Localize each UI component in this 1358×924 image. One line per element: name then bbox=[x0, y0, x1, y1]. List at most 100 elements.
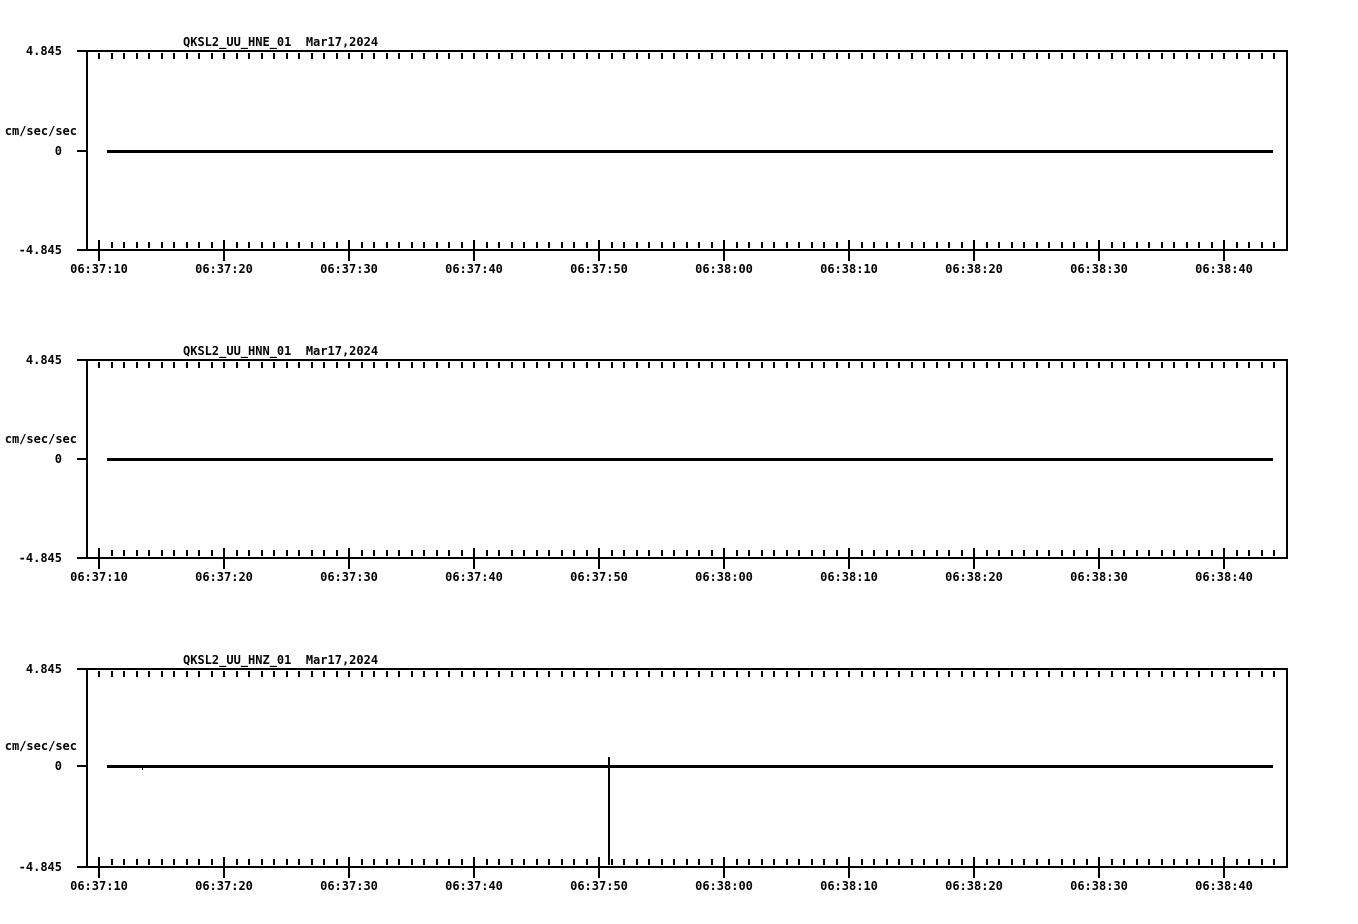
x-tick-label: 06:37:40 bbox=[445, 570, 503, 584]
x-minor-tick-top bbox=[1048, 53, 1050, 59]
x-minor-tick-bottom bbox=[810, 242, 813, 248]
x-minor-tick-bottom bbox=[1110, 859, 1113, 865]
x-minor-tick-top bbox=[485, 53, 488, 59]
x-minor-tick-top bbox=[948, 53, 950, 59]
x-minor-tick-top bbox=[135, 362, 138, 368]
x-minor-tick-top bbox=[1248, 362, 1250, 368]
x-minor-tick-bottom bbox=[323, 859, 325, 865]
x-minor-tick-top bbox=[598, 671, 600, 677]
x-minor-tick-top bbox=[1123, 671, 1125, 677]
x-minor-tick-bottom bbox=[1035, 550, 1038, 556]
x-minor-tick-top bbox=[735, 362, 738, 368]
x-minor-tick-bottom bbox=[898, 550, 900, 556]
x-minor-tick-bottom bbox=[485, 242, 488, 248]
x-minor-tick-bottom bbox=[985, 550, 988, 556]
x-minor-tick-top bbox=[748, 53, 750, 59]
x-minor-tick-bottom bbox=[398, 859, 400, 865]
x-minor-tick-bottom bbox=[198, 550, 200, 556]
x-minor-tick-bottom bbox=[1185, 859, 1188, 865]
x-minor-tick-top bbox=[285, 53, 288, 59]
x-minor-tick-top bbox=[360, 671, 363, 677]
x-minor-tick-bottom bbox=[1235, 242, 1238, 248]
plot-frame bbox=[86, 359, 1288, 559]
x-minor-tick-top bbox=[1110, 53, 1113, 59]
x-minor-tick-top bbox=[998, 671, 1000, 677]
x-major-tick bbox=[723, 548, 725, 569]
x-minor-tick-bottom bbox=[398, 242, 400, 248]
x-minor-tick-top bbox=[323, 362, 325, 368]
x-minor-tick-top bbox=[1185, 671, 1188, 677]
x-minor-tick-top bbox=[673, 362, 675, 368]
x-minor-tick-top bbox=[1210, 53, 1213, 59]
x-minor-tick-top bbox=[398, 671, 400, 677]
x-minor-tick-bottom bbox=[260, 550, 263, 556]
x-minor-tick-top bbox=[260, 671, 263, 677]
x-minor-tick-bottom bbox=[185, 859, 188, 865]
x-minor-tick-top bbox=[935, 53, 938, 59]
x-minor-tick-top bbox=[648, 53, 650, 59]
x-minor-tick-bottom bbox=[835, 242, 838, 248]
x-minor-tick-bottom bbox=[1248, 242, 1250, 248]
x-minor-tick-bottom bbox=[185, 550, 188, 556]
x-minor-tick-top bbox=[773, 362, 775, 368]
x-minor-tick-bottom bbox=[1148, 550, 1150, 556]
x-minor-tick-bottom bbox=[448, 859, 450, 865]
x-minor-tick-bottom bbox=[110, 859, 113, 865]
x-major-tick bbox=[1223, 548, 1225, 569]
x-minor-tick-top bbox=[1235, 362, 1238, 368]
x-minor-tick-top bbox=[548, 671, 550, 677]
x-minor-tick-bottom bbox=[985, 859, 988, 865]
x-minor-tick-bottom bbox=[698, 242, 700, 248]
x-minor-tick-top bbox=[860, 362, 863, 368]
x-minor-tick-bottom bbox=[1273, 242, 1275, 248]
x-minor-tick-top bbox=[523, 671, 525, 677]
x-minor-tick-bottom bbox=[823, 550, 825, 556]
x-minor-tick-bottom bbox=[1110, 550, 1113, 556]
y-max-tick bbox=[77, 359, 87, 361]
x-minor-tick-top bbox=[735, 671, 738, 677]
x-minor-tick-top bbox=[1135, 671, 1138, 677]
x-tick-label: 06:37:50 bbox=[570, 262, 628, 276]
x-minor-tick-top bbox=[135, 671, 138, 677]
x-minor-tick-top bbox=[798, 362, 800, 368]
x-minor-tick-top bbox=[98, 362, 100, 368]
x-minor-tick-bottom bbox=[760, 859, 763, 865]
x-minor-tick-top bbox=[173, 671, 175, 677]
x-minor-tick-bottom bbox=[648, 242, 650, 248]
x-minor-tick-bottom bbox=[285, 859, 288, 865]
x-minor-tick-bottom bbox=[435, 859, 438, 865]
x-minor-tick-top bbox=[110, 53, 113, 59]
x-minor-tick-top bbox=[823, 362, 825, 368]
x-major-tick bbox=[848, 857, 850, 878]
x-minor-tick-top bbox=[273, 53, 275, 59]
x-minor-tick-bottom bbox=[560, 859, 563, 865]
x-minor-tick-top bbox=[1248, 53, 1250, 59]
x-minor-tick-bottom bbox=[1135, 859, 1138, 865]
x-minor-tick-bottom bbox=[548, 859, 550, 865]
x-minor-tick-top bbox=[198, 53, 200, 59]
x-minor-tick-top bbox=[573, 671, 575, 677]
x-minor-tick-top bbox=[1148, 53, 1150, 59]
x-minor-tick-top bbox=[373, 362, 375, 368]
x-minor-tick-bottom bbox=[410, 242, 413, 248]
x-minor-tick-top bbox=[198, 671, 200, 677]
x-minor-tick-bottom bbox=[785, 550, 788, 556]
x-minor-tick-top bbox=[910, 362, 913, 368]
x-minor-tick-bottom bbox=[148, 550, 150, 556]
x-minor-tick-top bbox=[723, 671, 725, 677]
x-minor-tick-bottom bbox=[573, 242, 575, 248]
x-minor-tick-top bbox=[1085, 671, 1088, 677]
x-minor-tick-bottom bbox=[923, 550, 925, 556]
x-minor-tick-bottom bbox=[1148, 859, 1150, 865]
x-minor-tick-bottom bbox=[810, 550, 813, 556]
x-major-tick bbox=[723, 240, 725, 261]
x-minor-tick-bottom bbox=[685, 242, 688, 248]
x-minor-tick-top bbox=[1060, 362, 1063, 368]
x-minor-tick-top bbox=[735, 53, 738, 59]
x-minor-tick-bottom bbox=[1160, 550, 1163, 556]
x-minor-tick-bottom bbox=[1185, 242, 1188, 248]
x-minor-tick-bottom bbox=[373, 859, 375, 865]
x-minor-tick-bottom bbox=[423, 242, 425, 248]
x-minor-tick-top bbox=[848, 671, 850, 677]
x-minor-tick-top bbox=[685, 362, 688, 368]
